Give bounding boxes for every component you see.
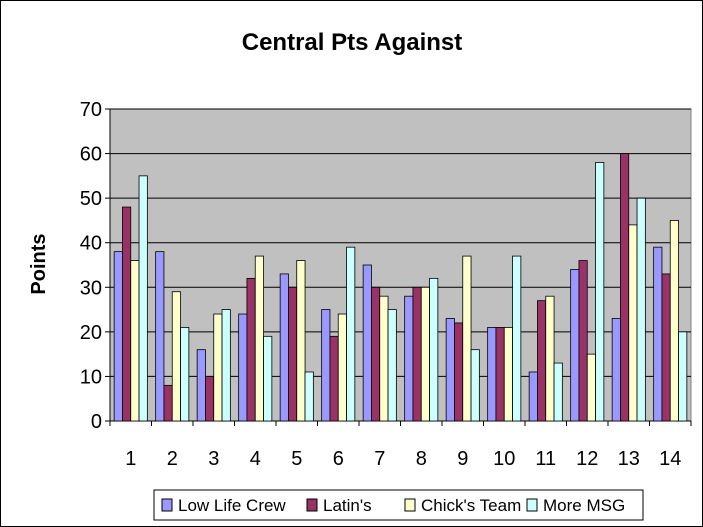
- bar: [553, 362, 563, 422]
- bar: [387, 309, 397, 422]
- bar: [470, 349, 480, 422]
- legend-swatch: [161, 498, 173, 512]
- legend-swatch: [404, 498, 416, 512]
- x-tick-label: 14: [659, 448, 681, 470]
- bar: [595, 162, 605, 422]
- x-tick-label: 6: [333, 448, 344, 470]
- y-tick-label: 20: [80, 322, 102, 344]
- legend-label: More MSG: [543, 496, 625, 515]
- bar: [503, 326, 513, 422]
- bar: [669, 220, 679, 422]
- bar: [163, 384, 173, 422]
- bar: [578, 260, 588, 422]
- bar: [586, 353, 596, 422]
- bar: [611, 318, 621, 422]
- bar: [221, 309, 231, 422]
- bar: [653, 246, 663, 422]
- x-tick-label: 9: [457, 448, 468, 470]
- bar: [420, 286, 430, 422]
- legend: Low Life Crew Latin's Chick's Team More MSG: [153, 489, 644, 521]
- bar: [138, 175, 148, 422]
- bar: [122, 206, 132, 422]
- x-tick-label: 12: [576, 448, 598, 470]
- x-tick-label: 2: [167, 448, 178, 470]
- y-tick-label: 10: [80, 366, 102, 388]
- x-tick-label: 11: [535, 448, 556, 470]
- bar: [296, 260, 306, 422]
- bar: [678, 331, 688, 422]
- bar: [445, 318, 455, 422]
- bar: [528, 371, 538, 422]
- bar: [636, 197, 646, 422]
- bar: [462, 255, 472, 422]
- legend-swatch: [526, 498, 538, 512]
- x-tick-label: 8: [416, 448, 427, 470]
- x-tick-label: 7: [374, 448, 385, 470]
- bar: [279, 273, 289, 422]
- bar: [130, 260, 140, 422]
- legend-label: Latin's: [323, 496, 372, 515]
- y-tick-label: 30: [80, 277, 102, 299]
- bar: [337, 313, 347, 422]
- bar: [288, 286, 298, 422]
- bar: [205, 376, 215, 422]
- bar: [362, 264, 372, 422]
- bar: [487, 326, 497, 422]
- bar: [263, 335, 273, 422]
- y-tick-label: 60: [80, 144, 102, 166]
- bar: [329, 335, 339, 422]
- bar: [620, 153, 630, 422]
- x-tick-label: 4: [250, 448, 261, 470]
- bar: [379, 295, 389, 422]
- bar: [113, 251, 123, 422]
- bar: [171, 291, 181, 422]
- bar: [321, 309, 331, 422]
- bar: [196, 349, 206, 422]
- bar: [412, 286, 422, 422]
- bar: [661, 273, 671, 422]
- legend-label: Low Life Crew: [178, 496, 286, 515]
- chart-title: Central Pts Against: [242, 29, 463, 56]
- bar: [545, 295, 555, 422]
- bar: [454, 322, 464, 422]
- bar: [246, 277, 256, 422]
- y-tick-label: 40: [80, 233, 102, 255]
- x-tick-label: 3: [208, 448, 219, 470]
- y-axis-label: Points: [28, 233, 50, 294]
- x-tick-label: 13: [618, 448, 640, 470]
- x-tick-label: 1: [125, 448, 136, 470]
- bar: [155, 251, 165, 422]
- bar: [512, 255, 522, 422]
- legend-label: Chick's Team: [421, 496, 521, 515]
- bar: [628, 224, 638, 422]
- bar: [537, 300, 547, 422]
- bar: [213, 313, 223, 422]
- bar: [304, 371, 314, 422]
- bar: [495, 326, 505, 422]
- y-tick-label: 70: [80, 99, 102, 121]
- x-tick-label: 5: [291, 448, 302, 470]
- bar: [429, 277, 439, 422]
- bar: [371, 286, 381, 422]
- bar: [570, 269, 580, 422]
- y-tick-label: 50: [80, 188, 102, 210]
- x-tick-label: 10: [493, 448, 515, 470]
- bar: [346, 246, 356, 422]
- bar: [404, 295, 414, 422]
- y-tick-label: 0: [91, 411, 102, 433]
- legend-box: [153, 489, 644, 521]
- legend-swatch: [306, 498, 318, 512]
- bar: [238, 313, 248, 422]
- bar: [180, 326, 190, 422]
- bar: [254, 255, 264, 422]
